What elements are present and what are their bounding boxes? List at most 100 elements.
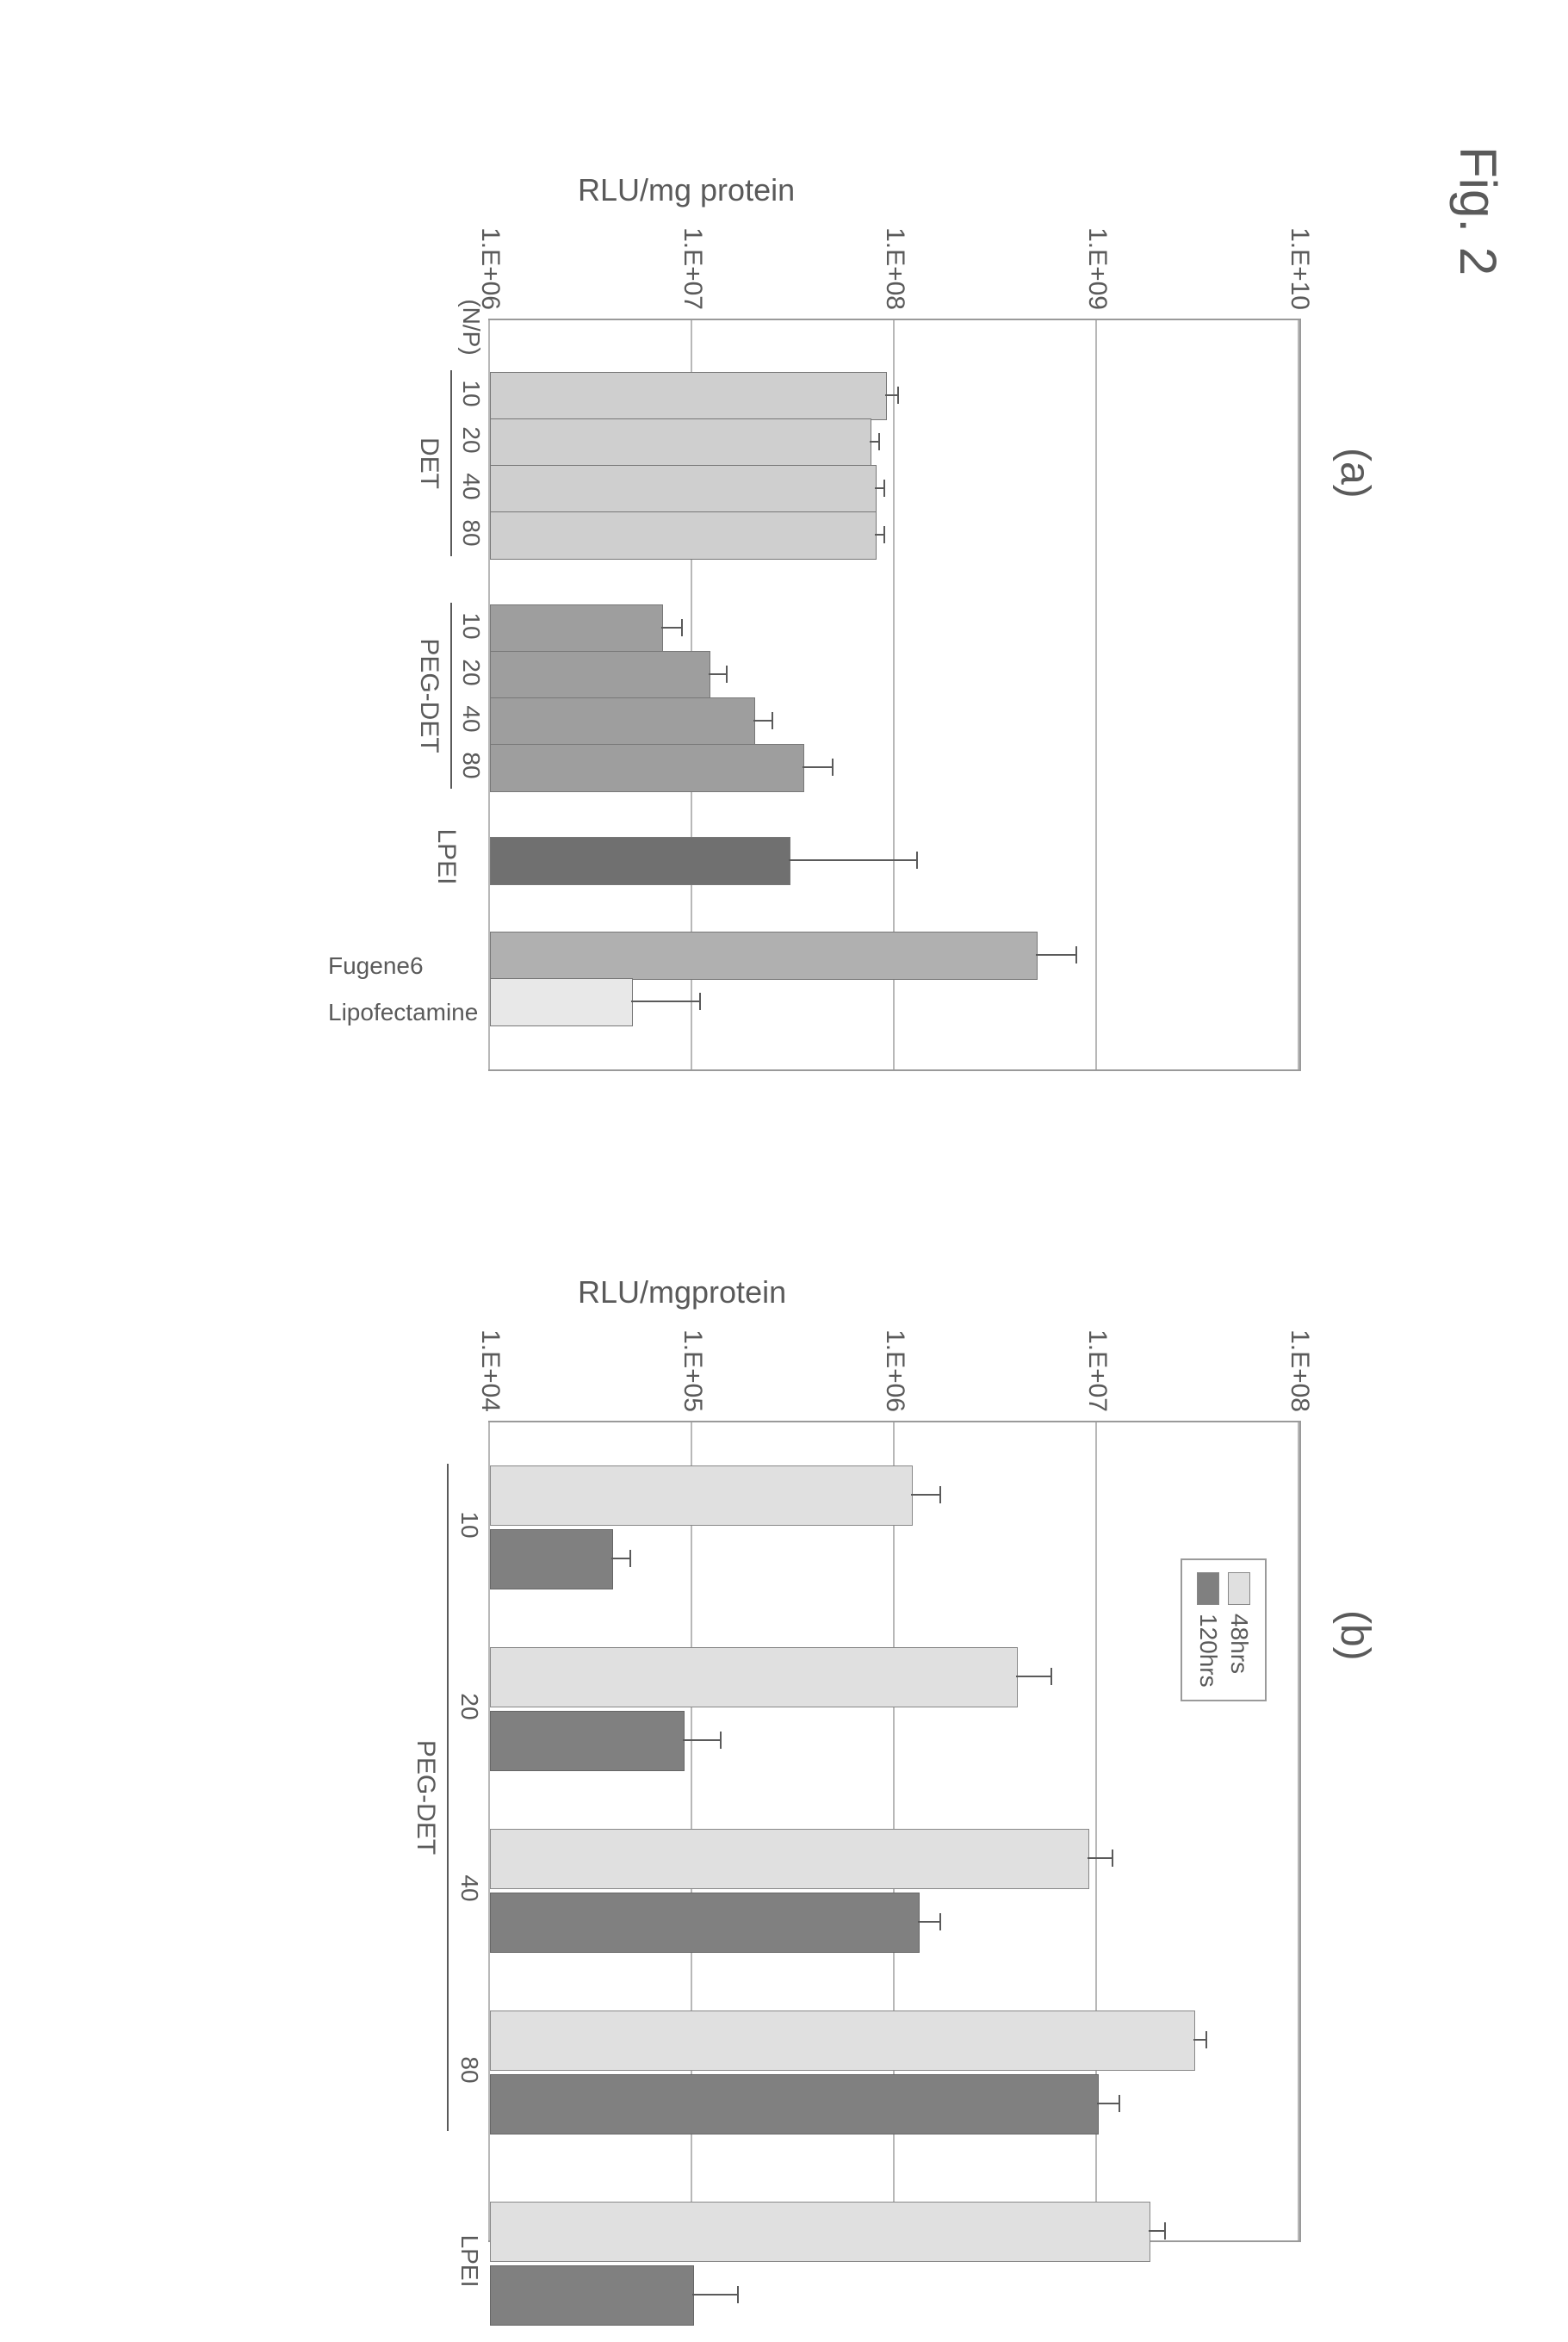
error-cap bbox=[1112, 1849, 1113, 1867]
bar-48h bbox=[490, 2202, 1150, 2262]
error-bar bbox=[1036, 954, 1077, 956]
xtick-label-rotated: Lipofectamine bbox=[328, 999, 478, 1026]
error-bar bbox=[1097, 2103, 1120, 2104]
bar bbox=[490, 744, 804, 792]
xtick-label: 80 bbox=[457, 510, 485, 556]
error-cap bbox=[878, 433, 880, 450]
bar bbox=[490, 932, 1038, 980]
bar-120h bbox=[490, 1893, 920, 1953]
ytick-label: 1.E+08 bbox=[1285, 1304, 1314, 1412]
bar-48h bbox=[490, 1647, 1018, 1707]
error-bar bbox=[612, 1558, 632, 1559]
xtick-label: 40 bbox=[456, 1827, 483, 1949]
error-bar bbox=[661, 627, 684, 629]
error-cap bbox=[883, 480, 885, 497]
error-bar bbox=[789, 859, 918, 861]
xtick-label: 40 bbox=[457, 463, 485, 510]
legend-text: 120hrs bbox=[1194, 1614, 1222, 1688]
panel-a-ylabel: RLU/mg protein bbox=[578, 172, 795, 208]
bar bbox=[490, 465, 877, 513]
ytick-label: 1.E+10 bbox=[1285, 207, 1314, 310]
xtick-label: 10 bbox=[457, 370, 485, 417]
xtick-label: 10 bbox=[456, 1464, 483, 1586]
error-cap bbox=[629, 1550, 631, 1567]
error-bar bbox=[683, 1739, 722, 1741]
error-cap bbox=[699, 993, 701, 1010]
ytick-label: 1.E+09 bbox=[1082, 207, 1112, 310]
error-cap bbox=[832, 759, 834, 776]
xtick-label: 40 bbox=[457, 696, 485, 742]
error-cap bbox=[939, 1913, 941, 1930]
error-bar bbox=[1017, 1676, 1052, 1677]
group-label: DET bbox=[414, 370, 443, 556]
legend-item: 120hrs bbox=[1194, 1572, 1222, 1688]
error-cap bbox=[1075, 946, 1077, 963]
gridline bbox=[1095, 320, 1097, 1069]
error-bar bbox=[709, 673, 728, 675]
np-label: (N/P) bbox=[457, 293, 485, 362]
panel-a-chart bbox=[488, 319, 1301, 1071]
xtick-label: 20 bbox=[457, 417, 485, 463]
bar-120h bbox=[490, 1529, 613, 1589]
group-bracket bbox=[450, 603, 452, 789]
bar-48h bbox=[490, 1465, 913, 1526]
figure-title: Fig. 2 bbox=[1448, 146, 1508, 276]
error-cap bbox=[897, 387, 899, 404]
error-cap bbox=[726, 666, 728, 683]
error-bar bbox=[918, 1921, 941, 1923]
error-bar bbox=[753, 720, 773, 722]
group-label: PEG-DET bbox=[414, 603, 443, 789]
panel-b-label: (b) bbox=[1331, 1610, 1379, 1661]
group-label: PEG-DET bbox=[411, 1464, 440, 2131]
error-cap bbox=[939, 1486, 941, 1503]
xtick-label: 20 bbox=[457, 649, 485, 696]
error-cap bbox=[883, 526, 885, 543]
error-cap bbox=[1164, 2222, 1166, 2240]
error-bar bbox=[803, 766, 834, 768]
error-bar bbox=[692, 2294, 739, 2296]
ytick-label: 1.E+07 bbox=[1082, 1304, 1112, 1412]
xtick-label: 80 bbox=[457, 742, 485, 789]
bar bbox=[490, 372, 887, 420]
ytick-label: 1.E+06 bbox=[880, 1304, 909, 1412]
panel-a-label: (a) bbox=[1331, 448, 1379, 499]
error-cap bbox=[720, 1732, 722, 1749]
error-cap bbox=[1119, 2095, 1120, 2112]
ytick-label: 1.E+07 bbox=[678, 207, 707, 310]
group-label: LPEI bbox=[431, 814, 461, 900]
group-bracket bbox=[450, 370, 452, 556]
error-cap bbox=[1205, 2031, 1207, 2048]
legend-text: 48hrs bbox=[1225, 1614, 1253, 1674]
ytick-label: 1.E+08 bbox=[880, 207, 909, 310]
panel-b-chart bbox=[488, 1421, 1301, 2242]
error-cap bbox=[772, 712, 773, 729]
bar bbox=[490, 604, 663, 653]
group-bracket bbox=[447, 1464, 449, 2131]
bar-120h bbox=[490, 2265, 694, 2326]
xtick-label: 80 bbox=[456, 2009, 483, 2131]
legend-swatch bbox=[1197, 1572, 1219, 1605]
xtick-label-rotated: Fugene6 bbox=[328, 952, 424, 980]
error-cap bbox=[1050, 1668, 1052, 1685]
error-bar bbox=[1088, 1857, 1112, 1859]
bar-48h bbox=[490, 1829, 1089, 1889]
error-cap bbox=[737, 2286, 739, 2303]
xtick-label: 20 bbox=[456, 1645, 483, 1768]
figure-container: Fig. 2 (a) RLU/mg protein (b) RLU/mgprot… bbox=[0, 0, 1568, 2342]
error-cap bbox=[681, 619, 683, 636]
xtick-label: LPEI bbox=[456, 2200, 483, 2322]
bar bbox=[490, 837, 790, 885]
ytick-label: 1.E+04 bbox=[475, 1304, 505, 1412]
bar-48h bbox=[490, 2011, 1195, 2071]
bar bbox=[490, 697, 755, 746]
gridline bbox=[1298, 1422, 1299, 2240]
error-cap bbox=[916, 852, 918, 869]
error-bar bbox=[631, 1001, 700, 1002]
bar-120h bbox=[490, 2074, 1099, 2134]
error-bar bbox=[911, 1494, 942, 1496]
legend: 48hrs120hrs bbox=[1181, 1558, 1267, 1701]
error-bar bbox=[1149, 2230, 1166, 2232]
bar bbox=[490, 651, 710, 699]
ytick-label: 1.E+05 bbox=[678, 1304, 707, 1412]
xtick-label: 10 bbox=[457, 603, 485, 649]
